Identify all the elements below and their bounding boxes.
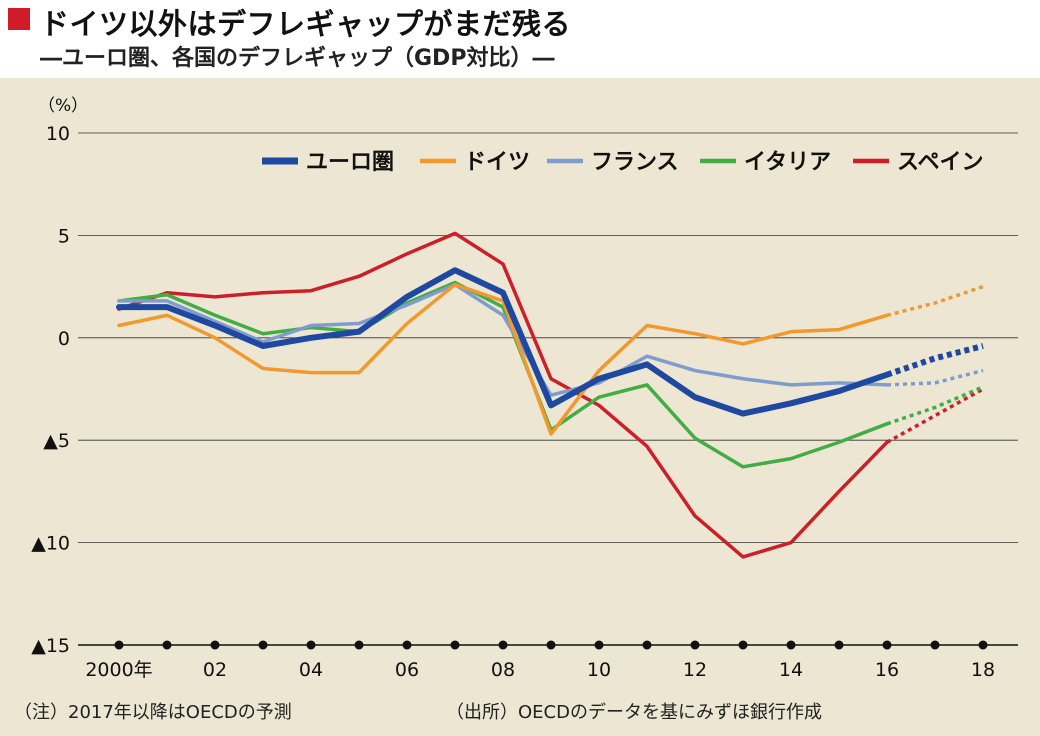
year-marker-dot <box>354 640 364 650</box>
y-tick-label: ▲5 <box>43 430 70 452</box>
series-forecast-1 <box>886 284 984 317</box>
year-marker-dot <box>594 640 604 650</box>
series-line-2 <box>117 282 889 397</box>
source-note: （出所）OECDのデータを基にみずほ銀行作成 <box>446 702 822 723</box>
x-tick-label: 02 <box>203 659 227 681</box>
chart-subtitle: ―ユーロ圏、各国のデフレギャップ（GDP対比）― <box>40 46 555 71</box>
footnote: （注）2017年以降はOECDの予測 <box>14 702 292 723</box>
title-marker <box>8 8 30 30</box>
year-marker-dot <box>546 640 556 650</box>
legend-label: スペイン <box>897 150 983 175</box>
year-marker-dot <box>162 640 172 650</box>
legend-label: フランス <box>591 150 679 175</box>
series-lines <box>116 231 984 559</box>
year-marker-dot <box>834 640 844 650</box>
year-marker-dot <box>738 640 748 650</box>
x-tick-label: 14 <box>779 659 803 681</box>
legend: ユーロ圏 ドイツ フランス イタリア スペイン <box>262 150 983 175</box>
chart-panel: 2000年 02 04 06 08 10 12 14 16 18 10 5 0 ▲5 ▲10 ▲15 （%） … <box>0 78 1040 736</box>
legend-label: イタリア <box>744 150 831 175</box>
legend-item: ドイツ <box>420 150 530 175</box>
legend-label: ドイツ <box>464 150 530 175</box>
year-marker-dot <box>930 640 940 650</box>
y-tick-label: 0 <box>58 328 70 350</box>
series-line-1 <box>117 282 889 436</box>
year-marker-dot <box>450 640 460 650</box>
year-marker-dot <box>498 640 508 650</box>
legend-item: ユーロ圏 <box>262 150 394 175</box>
y-tick-label: 10 <box>46 123 70 145</box>
y-unit-label: （%） <box>38 96 88 116</box>
x-tick-label: 12 <box>683 659 707 681</box>
year-marker-dot <box>978 640 988 650</box>
legend-item: フランス <box>547 150 679 175</box>
series-forecast-4 <box>886 387 984 444</box>
x-tick-label: 16 <box>875 659 899 681</box>
y-tick-label: ▲10 <box>31 533 70 555</box>
year-marker-dot <box>306 640 316 650</box>
year-marker-dot <box>690 640 700 650</box>
x-tick-label: 04 <box>299 659 323 681</box>
series-line-0 <box>116 267 890 417</box>
line-chart: 2000年 02 04 06 08 10 12 14 16 18 1050▲5▲10▲15（%） … <box>31 96 1018 681</box>
y-tick-label: 5 <box>58 225 70 247</box>
series-line-3 <box>117 280 889 469</box>
year-marker-dot <box>402 640 412 650</box>
x-tick-label: 2000年 <box>85 659 152 681</box>
year-marker-dot <box>642 640 652 650</box>
x-tick-label: 08 <box>491 659 515 681</box>
year-marker-dot <box>786 640 796 650</box>
x-tick-label: 10 <box>587 659 611 681</box>
year-marker-dot <box>258 640 268 650</box>
y-axis: 10 5 0 ▲5 ▲10 ▲15 （%） <box>31 96 88 657</box>
legend-item: イタリア <box>700 150 831 175</box>
year-marker-dot <box>882 640 892 650</box>
series-forecast-0 <box>886 343 984 378</box>
year-marker-dot <box>210 640 220 650</box>
y-tick-label: ▲15 <box>31 635 70 657</box>
x-tick-label: 18 <box>971 659 995 681</box>
series-forecast-3 <box>886 385 984 426</box>
header: ドイツ以外はデフレギャップがまだ残る ―ユーロ圏、各国のデフレギャップ（GDP対… <box>0 0 1040 78</box>
x-tick-label: 06 <box>395 659 419 681</box>
x-axis: 2000年 02 04 06 08 10 12 14 16 18 <box>85 640 995 681</box>
legend-item: スペイン <box>853 150 983 175</box>
chart-title: ドイツ以外はデフレギャップがまだ残る <box>40 7 572 41</box>
year-marker-dot <box>114 640 124 650</box>
series-forecast-2 <box>886 368 984 387</box>
legend-label: ユーロ圏 <box>306 150 394 175</box>
series-line-4 <box>117 231 889 559</box>
